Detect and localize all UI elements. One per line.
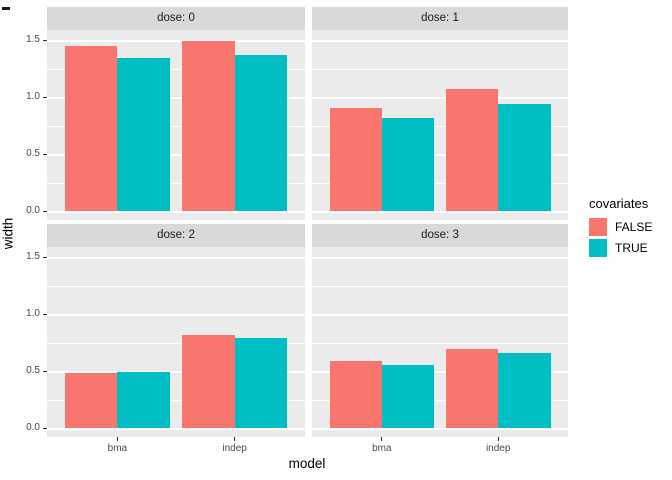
legend-label-true: TRUE — [615, 241, 648, 255]
gridline-major — [312, 428, 568, 430]
facet-strip-2: dose: 2 — [47, 224, 305, 247]
gridline-major — [47, 211, 305, 213]
bar-0-indep-false — [181, 41, 235, 211]
y-tick-mark — [43, 313, 47, 315]
x-tick-label: indep — [222, 443, 247, 454]
x-tick-mark — [497, 437, 499, 441]
facet-panel-3 — [312, 247, 568, 437]
legend-key-false-swatch — [589, 218, 607, 236]
y-tick-mark — [43, 39, 47, 41]
facet-panel-1 — [312, 30, 568, 220]
bar-1-bma-false — [329, 108, 382, 211]
y-tick-mark — [43, 210, 47, 212]
bar-0-bma-false — [64, 45, 118, 211]
facet-strip-1: dose: 1 — [312, 7, 568, 30]
y-tick-label: 0.5 — [26, 365, 40, 376]
gridline-minor — [312, 68, 568, 70]
gridline-minor — [312, 342, 568, 344]
gridline-major — [312, 257, 568, 259]
gridline-major — [47, 371, 305, 373]
y-tick-label: 0.0 — [26, 422, 40, 433]
gridline-major — [312, 211, 568, 213]
gridline-minor — [312, 125, 568, 127]
y-tick-mark — [43, 427, 47, 429]
y-tick-mark — [43, 256, 47, 258]
gridline-minor — [47, 399, 305, 401]
gridline-minor — [47, 285, 305, 287]
y-tick-label: 0.5 — [26, 148, 40, 159]
gridline-major — [312, 40, 568, 42]
y-tick-mark — [43, 370, 47, 372]
bar-2-indep-true — [234, 337, 288, 428]
y-tick-label: 0.0 — [26, 205, 40, 216]
legend-entry-true: TRUE — [589, 239, 652, 257]
gridline-major — [312, 97, 568, 99]
gridline-major — [47, 257, 305, 259]
legend: covariates FALSE TRUE — [589, 196, 652, 260]
x-tick-label: bma — [107, 443, 128, 454]
gridline-minor — [47, 68, 305, 70]
bar-2-indep-false — [181, 334, 235, 428]
facet-strip-0: dose: 0 — [47, 7, 305, 30]
gridline-major — [47, 428, 305, 430]
legend-label-false: FALSE — [615, 220, 653, 234]
gridline-minor — [312, 182, 568, 184]
x-tick-mark — [381, 437, 383, 441]
y-tick-label: 1.0 — [26, 308, 40, 319]
gridline-minor — [47, 342, 305, 344]
bar-0-indep-true — [234, 54, 288, 211]
bar-3-indep-false — [445, 349, 499, 428]
gridline-major — [47, 40, 305, 42]
bar-3-bma-true — [381, 365, 435, 428]
bar-3-indep-true — [498, 352, 551, 428]
bar-2-bma-false — [64, 373, 118, 428]
gridline-minor — [47, 125, 305, 127]
gridline-major — [312, 371, 568, 373]
gridline-minor — [312, 399, 568, 401]
y-tick-mark — [43, 96, 47, 98]
x-tick-mark — [234, 437, 236, 441]
gridline-major — [312, 154, 568, 156]
facet-panel-2 — [47, 247, 305, 437]
gridline-major — [312, 314, 568, 316]
facet-panel-0 — [47, 30, 305, 220]
y-tick-label: 1.0 — [26, 91, 40, 102]
gridline-major — [47, 314, 305, 316]
facet-strip-3: dose: 3 — [312, 224, 568, 247]
gridline-major — [47, 97, 305, 99]
legend-title: covariates — [589, 196, 649, 211]
gridline-minor — [312, 285, 568, 287]
bar-2-bma-true — [117, 372, 171, 428]
gridline-major — [47, 154, 305, 156]
bar-1-indep-true — [498, 103, 551, 211]
gridline-minor — [47, 182, 305, 184]
corner-artifact-mark — [2, 7, 10, 10]
legend-key-true-swatch — [589, 239, 607, 257]
bar-0-bma-true — [117, 58, 171, 211]
x-tick-mark — [116, 437, 118, 441]
y-tick-mark — [43, 153, 47, 155]
y-tick-label: 1.5 — [26, 34, 40, 45]
bar-1-bma-true — [381, 117, 435, 211]
x-tick-label: indep — [485, 443, 511, 454]
bar-1-indep-false — [445, 89, 499, 211]
x-axis-title: model — [288, 456, 326, 471]
bar-3-bma-false — [329, 360, 382, 428]
legend-entry-false: FALSE — [589, 218, 652, 236]
y-tick-label: 1.5 — [26, 251, 40, 262]
x-tick-label: bma — [372, 443, 392, 454]
